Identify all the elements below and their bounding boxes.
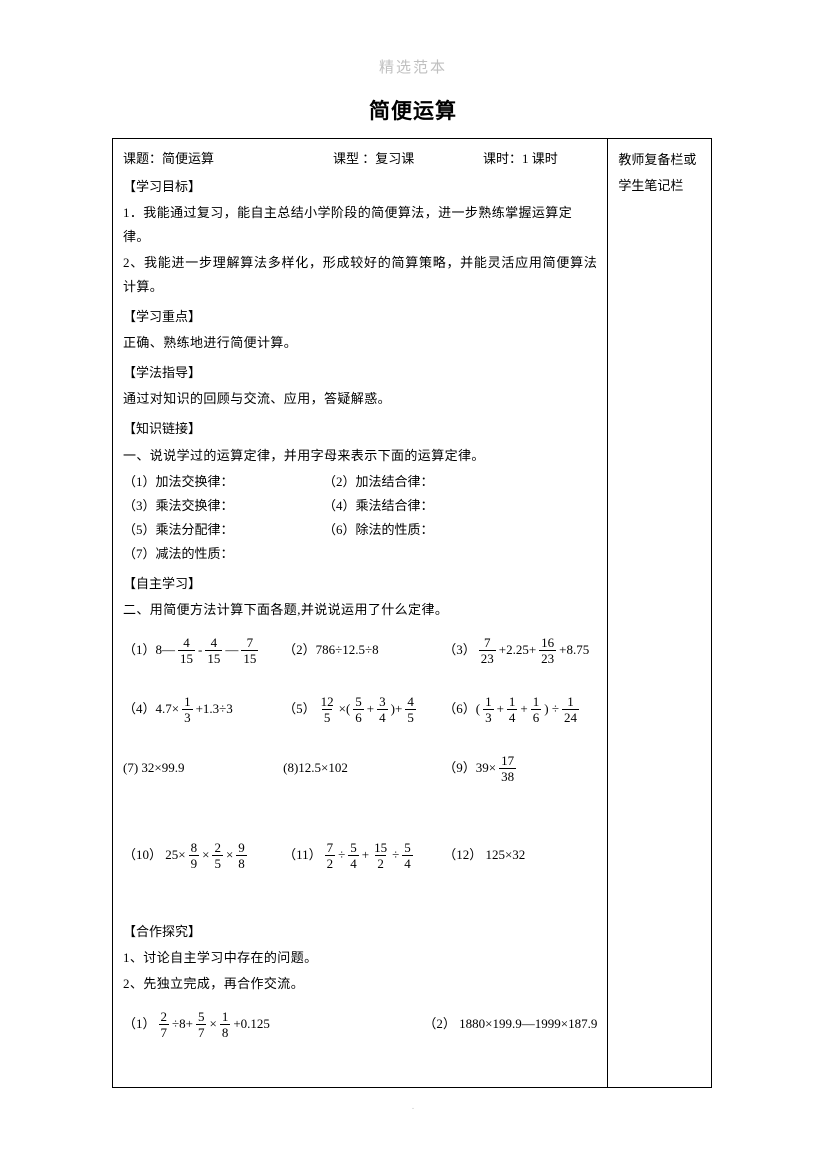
- coop-problem-1: （1） 27 ÷8+ 57 × 18 +0.125: [123, 1010, 368, 1039]
- coop-problem-row: （1） 27 ÷8+ 57 × 18 +0.125 （2） 1880×199.9…: [123, 1010, 597, 1039]
- main-content-cell: 课题：简便运算 课型 ：复习课 课时：1 课时 【学习目标】 1．我能通过复习，…: [113, 139, 608, 1088]
- k1: （1）加法交换律：: [123, 470, 323, 494]
- self-intro: 二、用简便方法计算下面各题,并说说运用了什么定律。: [123, 598, 597, 622]
- key-head: 【学习重点】: [123, 305, 597, 329]
- coop-1: 1、讨论自主学习中存在的问题。: [123, 946, 597, 970]
- type-label: 课型 ：复习课: [333, 147, 473, 171]
- problem-row-2: （4）4.7× 13 +1.3÷3 （5） 125 ×( 56 + 34 )+ …: [123, 695, 597, 724]
- method-head: 【学法指导】: [123, 361, 597, 385]
- problem-row-1: （1）8— 415 - 415 — 715 （2）786÷12.5÷8 （3） …: [123, 636, 597, 665]
- coop-problem-2: （2） 1880×199.9—1999×187.9: [374, 1012, 597, 1036]
- k4: （4）乘法结合律：: [323, 494, 597, 518]
- k3: （3）乘法交换律：: [123, 494, 323, 518]
- k2: （2）加法结合律：: [323, 470, 597, 494]
- coop-2: 2、先独立完成，再合作交流。: [123, 972, 597, 996]
- problem-row-3: (7) 32×99.9 (8)12.5×102 （9）39× 1738: [123, 754, 597, 783]
- knowledge-list: （1）加法交换律： （2）加法结合律： （3）乘法交换律： （4）乘法结合律： …: [123, 470, 597, 566]
- side-line-1: 教师复备栏或: [618, 147, 701, 173]
- problem-7: (7) 32×99.9: [123, 756, 277, 780]
- problem-6: （6）( 13 + 14 + 16 ) ÷ 124: [443, 695, 597, 724]
- knowledge-head: 【知识链接】: [123, 417, 597, 441]
- footer-mark: .: [0, 1101, 826, 1111]
- goal-2: 2、我能进一步理解算法多样化，形成较好的简算策略，并能灵活应用简便算法计算。: [123, 251, 597, 299]
- topic-label: 课题：简便运算: [123, 147, 323, 171]
- self-head: 【自主学习】: [123, 572, 597, 596]
- goal-1: 1．我能通过复习，能自主总结小学阶段的简便算法，进一步熟练掌握运算定律。: [123, 201, 597, 249]
- teacher-notes-cell: 教师复备栏或 学生笔记栏: [608, 139, 712, 1088]
- problem-4: （4）4.7× 13 +1.3÷3: [123, 695, 277, 724]
- k7: （7）减法的性质：: [123, 542, 323, 566]
- method-text: 通过对知识的回顾与交流、应用，答疑解惑。: [123, 387, 597, 411]
- problem-5: （5） 125 ×( 56 + 34 )+ 45: [283, 695, 437, 724]
- knowledge-intro: 一、说说学过的运算定律，并用字母来表示下面的运算定律。: [123, 444, 597, 468]
- page-title: 简便运算: [0, 95, 826, 125]
- side-line-2: 学生笔记栏: [618, 173, 701, 199]
- problem-2: （2）786÷12.5÷8: [283, 638, 437, 662]
- problem-1: （1）8— 415 - 415 — 715: [123, 636, 277, 665]
- problem-9: （9）39× 1738: [443, 754, 597, 783]
- problem-11: （11） 72 ÷ 54 + 152 ÷ 54: [283, 841, 437, 870]
- k5: （5）乘法分配律：: [123, 518, 323, 542]
- period-label: 课时：1 课时: [483, 147, 558, 171]
- problem-10: （10） 25× 89 × 25 × 98: [123, 841, 277, 870]
- coop-head: 【合作探究】: [123, 920, 597, 944]
- problem-row-4: （10） 25× 89 × 25 × 98 （11） 72 ÷ 54 + 152…: [123, 841, 597, 870]
- key-text: 正确、熟练地进行简便计算。: [123, 331, 597, 355]
- k6: （6）除法的性质：: [323, 518, 597, 542]
- header-watermark: 精选范本: [0, 56, 826, 77]
- goals-head: 【学习目标】: [123, 175, 597, 199]
- problem-8: (8)12.5×102: [283, 756, 437, 780]
- problem-12: （12） 125×32: [443, 843, 597, 867]
- problem-3: （3） 723 +2.25+ 1623 +8.75: [443, 636, 597, 665]
- meta-row: 课题：简便运算 课型 ：复习课 课时：1 课时: [123, 147, 597, 171]
- lesson-table: 课题：简便运算 课型 ：复习课 课时：1 课时 【学习目标】 1．我能通过复习，…: [112, 138, 712, 1088]
